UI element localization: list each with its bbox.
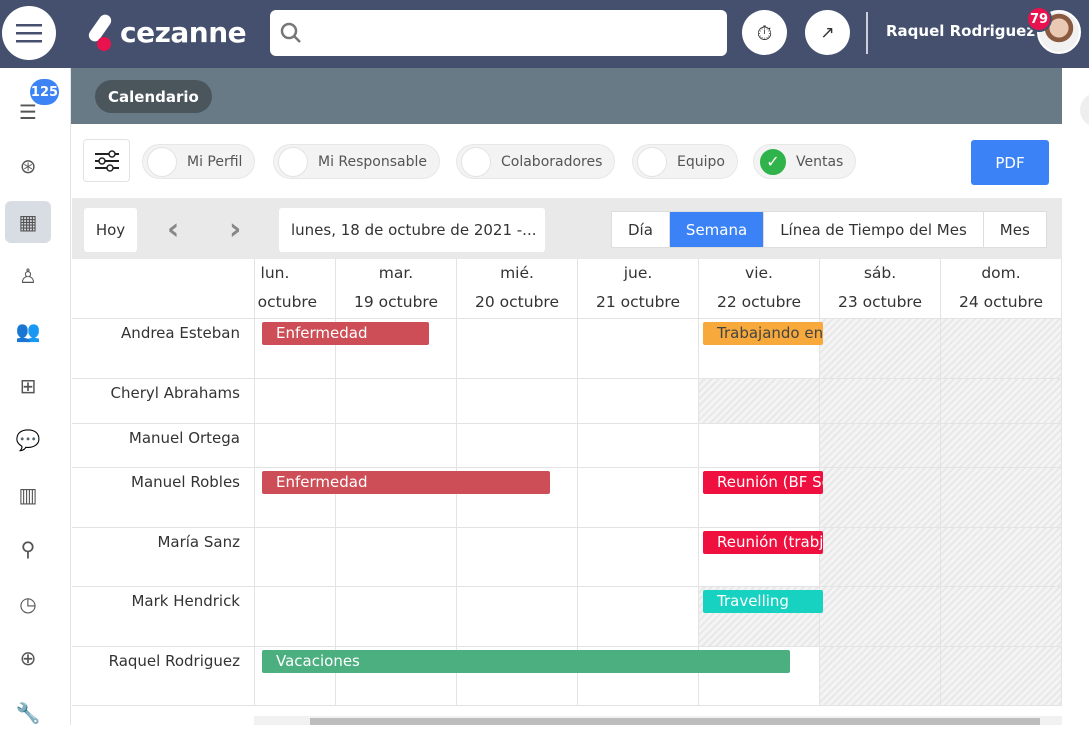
event-enfermedad[interactable]: Enfermedad (262, 322, 429, 345)
event-travelling[interactable]: Travelling (703, 590, 823, 613)
hamburger-icon (16, 24, 42, 43)
external-link-button[interactable]: ↗ (805, 10, 850, 55)
day-header-sun: dom. 24 octubre (941, 259, 1062, 318)
event-reunion[interactable]: Reunión (trabj (703, 531, 823, 554)
event-trabajando[interactable]: Trabajando en (703, 322, 823, 345)
user-name[interactable]: Raquel Rodriguez (886, 22, 1036, 40)
event-reunion[interactable]: Reunión (BF Sc (703, 471, 823, 494)
filter-mi-perfil[interactable]: Mi Perfil (142, 144, 256, 179)
logo-text: cezanne (120, 15, 247, 49)
people-column: Andrea Esteban Cheryl Abrahams Manuel Or… (72, 259, 254, 706)
search-person-icon[interactable]: ⚲ (20, 537, 36, 561)
prev-week-icon[interactable]: ‹ (167, 212, 180, 247)
breadcrumb-bar (71, 68, 1062, 124)
toggle-knob (278, 146, 308, 177)
notification-badge[interactable]: 79 (1026, 6, 1052, 32)
person-icon[interactable]: ♙ (19, 264, 37, 288)
person-name: Manuel Ortega (72, 423, 254, 467)
tab-semana[interactable]: Semana (669, 212, 765, 247)
day-header-thu: jue. 21 octubre (578, 259, 699, 318)
tab-linea-tiempo-mes[interactable]: Línea de Tiempo del Mes (764, 212, 984, 247)
day-header-fri: vie. 22 octubre (699, 259, 820, 318)
sidebar: ☰ ⊛ ▦ ♙ 👥 ⊞ 💬 ▥ ⚲ ◷ ⊕ 🔧 (0, 68, 71, 725)
person-name: Cheryl Abrahams (72, 378, 254, 423)
add-person-icon[interactable]: ⊕ (19, 646, 37, 670)
filter-equipo[interactable]: Equipo (632, 144, 738, 179)
filter-settings-button[interactable] (83, 139, 130, 182)
day-header-sat: sáb. 23 octubre (820, 259, 941, 318)
check-in-icon[interactable]: ⊛ (19, 154, 37, 178)
person-name: Andrea Esteban (72, 318, 254, 378)
table-row: Vacaciones (255, 646, 1062, 706)
sliders-icon (94, 149, 119, 172)
filter-label: Mi Perfil (187, 153, 243, 170)
days-viewport: lun.18 octubre mar.19 octubre mié.20 oct… (254, 259, 1062, 706)
logo[interactable]: cezanne (88, 10, 247, 54)
clock-in-button[interactable]: ⏱ (742, 10, 787, 55)
filter-label: Mi Responsable (318, 153, 428, 170)
view-switcher: Día Semana Línea de Tiempo del Mes Mes (611, 211, 1047, 248)
person-name: María Sanz (72, 527, 254, 586)
pdf-button[interactable]: PDF (971, 140, 1049, 185)
table-row: Enfermedad Reunión (BF Sc (255, 467, 1062, 527)
toggle-knob (461, 146, 491, 177)
tab-dia[interactable]: Día (612, 212, 670, 247)
scrollbar-thumb[interactable] (310, 718, 1040, 725)
team-icon[interactable]: 👥 (15, 319, 41, 343)
day-header-mon: lun.18 octubre (255, 259, 336, 318)
next-week-icon[interactable]: › (229, 212, 242, 247)
toggle-knob (637, 146, 667, 177)
filter-label: Colaboradores (501, 153, 603, 170)
filter-ventas[interactable]: ✓ Ventas (753, 144, 857, 179)
menu-button[interactable] (2, 6, 56, 60)
search-icon (280, 22, 301, 43)
tab-mes[interactable]: Mes (999, 220, 1030, 239)
day-header-wed: mié. 20 octubre (457, 259, 578, 318)
today-button[interactable]: Hoy (84, 208, 137, 252)
day-header-tue: mar. 19 octubre (336, 259, 457, 318)
person-name: Manuel Robles (72, 467, 254, 527)
week-grid: Andrea Esteban Cheryl Abrahams Manuel Or… (72, 259, 1062, 706)
reports-icon[interactable]: ▥ (18, 483, 38, 507)
person-name: Raquel Rodriguez (72, 646, 254, 706)
org-chart-icon[interactable]: ⊞ (19, 374, 37, 398)
table-row (255, 378, 1062, 423)
check-icon: ✓ (760, 148, 786, 175)
cezanne-logo-icon (88, 14, 112, 51)
table-row (255, 423, 1062, 467)
filter-mi-responsable[interactable]: Mi Responsable (273, 144, 441, 179)
tasks-icon[interactable]: ☰ (19, 100, 37, 124)
toggle-knob (147, 146, 177, 177)
clock-arrow-icon: ⏱ (756, 20, 773, 45)
table-row: Reunión (trabj (255, 527, 1062, 586)
breadcrumb[interactable]: Calendario (95, 80, 212, 113)
event-enfermedad[interactable]: Enfermedad (262, 471, 550, 494)
clock-icon[interactable]: ◷ (19, 592, 37, 616)
chat-icon[interactable]: 💬 (15, 428, 41, 452)
event-vacaciones[interactable]: Vacaciones (262, 650, 790, 673)
header-divider (866, 12, 868, 54)
wrench-icon[interactable]: 🔧 (15, 701, 41, 725)
external-link-icon: ↗ (820, 22, 835, 43)
day-headers: lun.18 octubre mar.19 octubre mié.20 oct… (255, 259, 1062, 318)
table-row: Travelling (255, 586, 1062, 646)
right-panel (1062, 68, 1089, 725)
date-range-field[interactable]: lunes, 18 de octubre de 2021 -... (279, 208, 545, 252)
filter-label: Ventas (796, 153, 844, 170)
filter-label: Equipo (677, 153, 725, 170)
side-panel-button[interactable] (1080, 93, 1089, 127)
table-row: Enfermedad Trabajando en (255, 318, 1062, 378)
filter-colaboradores[interactable]: Colaboradores (456, 144, 616, 179)
person-name: Mark Hendrick (72, 586, 254, 646)
calendar-icon[interactable]: ▦ (5, 201, 51, 243)
tasks-badge: 125 (30, 79, 59, 105)
search-input[interactable] (270, 10, 727, 56)
